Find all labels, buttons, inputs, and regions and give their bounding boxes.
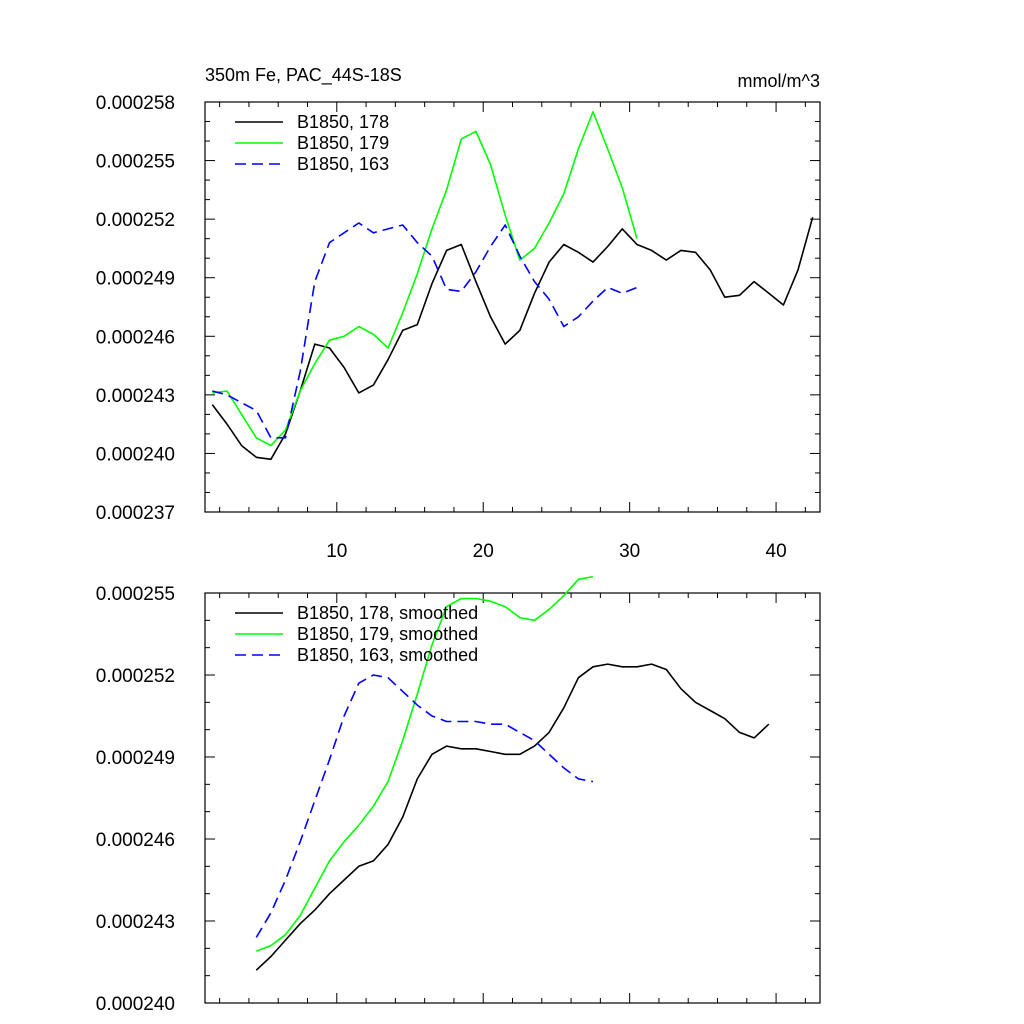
- y-tick-label: 0.000243: [96, 912, 175, 933]
- legend-label: B1850, 179, smoothed: [297, 624, 478, 644]
- y-tick-label: 0.000252: [96, 666, 175, 687]
- y-tick-label: 0.000252: [96, 210, 175, 231]
- legend-label: B1850, 163: [297, 154, 389, 174]
- legend-label: B1850, 179: [297, 133, 389, 153]
- legend-label: B1850, 178: [297, 112, 389, 132]
- y-tick-label: 0.000246: [96, 327, 175, 348]
- units-label: mmol/m^3: [738, 71, 820, 91]
- y-tick-label: 0.000255: [96, 584, 175, 605]
- series-line-3: [212, 222, 638, 439]
- x-tick-label: 20: [473, 541, 494, 562]
- series-line-3: [255, 674, 594, 938]
- x-tick-label: 30: [619, 541, 640, 562]
- legend-label: B1850, 178, smoothed: [297, 603, 478, 623]
- y-tick-label: 0.000246: [96, 830, 175, 851]
- y-tick-label: 0.000258: [96, 93, 175, 114]
- bottom-panel: 0.000240 0.000243 0.000246 0.000249 0.000252…: [96, 575, 821, 1015]
- chart-title: 350m Fe, PAC_44S-18S: [205, 65, 402, 86]
- y-tick-label: 0.000237: [96, 503, 175, 524]
- x-tick-label: 10: [326, 541, 347, 562]
- series-line-1: [255, 663, 770, 971]
- y-tick-label: 0.000249: [96, 748, 175, 769]
- top-panel: 350m Fe, PAC_44S-18S mmol/m^3 0.000237 0.…: [96, 65, 821, 562]
- series-line-1: [211, 216, 814, 461]
- series-line-2: [212, 111, 638, 447]
- y-tick-label: 0.000249: [96, 269, 175, 290]
- legend-label: B1850, 163, smoothed: [297, 645, 478, 665]
- x-tick-label: 40: [766, 541, 787, 562]
- y-tick-label: 0.000240: [96, 444, 175, 465]
- series-line-2: [256, 575, 594, 952]
- y-tick-label: 0.000243: [96, 386, 175, 407]
- y-tick-label: 0.000240: [96, 994, 175, 1015]
- y-tick-label: 0.000255: [96, 152, 175, 173]
